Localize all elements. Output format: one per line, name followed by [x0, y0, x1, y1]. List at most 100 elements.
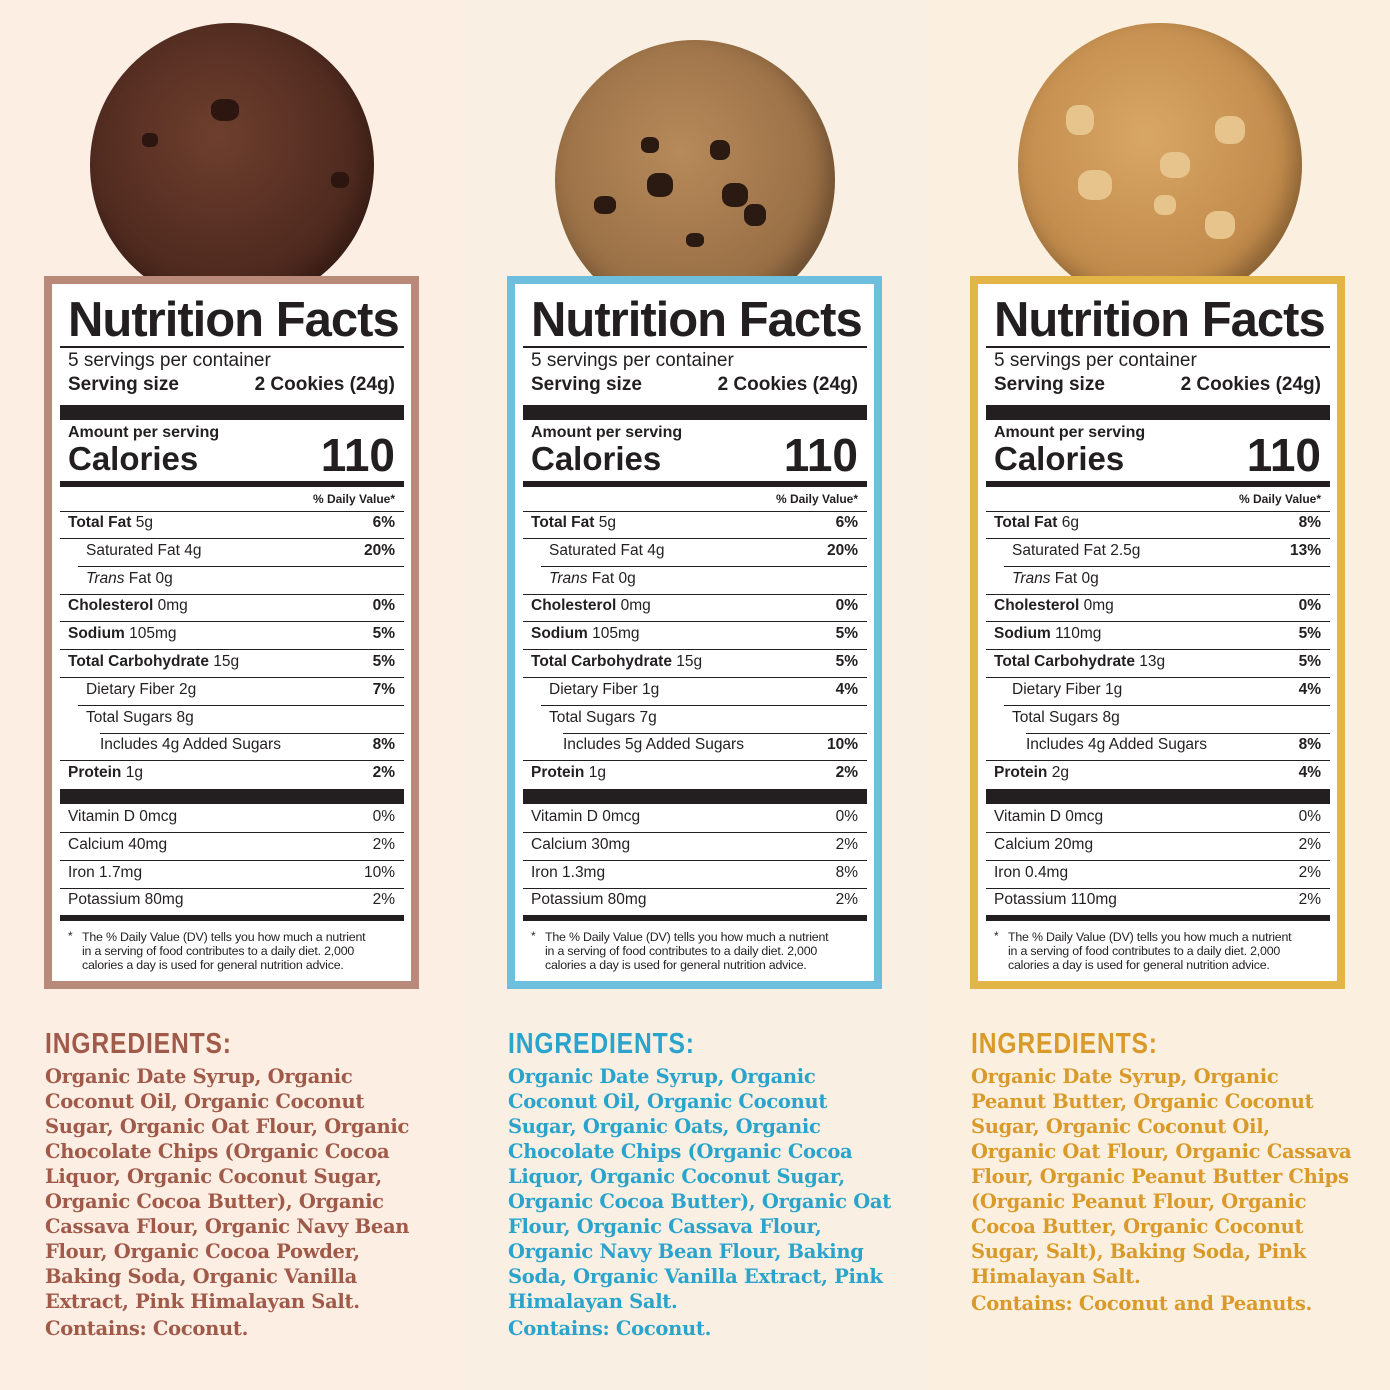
- footnote-line: calories a day is used for general nutri…: [545, 958, 807, 972]
- nutrient-amount: 15g: [213, 653, 240, 670]
- ingredients-line: Flour, Organic Cocoa Powder,: [45, 1240, 360, 1263]
- ingredients-line: Liquor, Organic Coconut Sugar,: [508, 1165, 845, 1188]
- chip: [1160, 152, 1190, 178]
- chip: [211, 99, 239, 121]
- divider: [60, 677, 404, 678]
- nutrient-amount: 4g: [184, 541, 202, 559]
- divider: [60, 511, 404, 512]
- nutrient-name: Total Carbohydrate: [531, 653, 672, 670]
- vitamin-dv: 8%: [835, 863, 858, 881]
- ingredients-list: Organic Date Syrup, Organic Peanut Butter…: [971, 1064, 1352, 1289]
- nutrient-dv: 0%: [835, 597, 858, 615]
- footnote-star: *: [531, 929, 536, 943]
- divider: [60, 621, 404, 623]
- nutrient-row: Includes 4g Added Sugars: [100, 736, 281, 754]
- nutrient-row: Total Sugars 7g: [549, 709, 657, 727]
- nutrient-name: Saturated Fat: [86, 541, 180, 559]
- divider: [523, 405, 867, 420]
- ingredients-line: Liquor, Organic Coconut Sugar,: [45, 1165, 382, 1188]
- nutrition-facts-label: Nutrition Facts 5 servings per container S…: [507, 276, 882, 989]
- nutrient-amount: 0g: [1081, 569, 1099, 587]
- nutrient-row: Total Fat 5g: [531, 514, 616, 532]
- nutrient-dv: 8%: [1298, 736, 1321, 754]
- divider: [1004, 565, 1330, 567]
- vitamin-dv: 2%: [1298, 863, 1321, 881]
- nutrition-facts-label: Nutrition Facts 5 servings per container S…: [44, 276, 419, 989]
- ingredients-heading: INGREDIENTS:: [45, 1028, 232, 1060]
- vitamin-dv: 2%: [1298, 835, 1321, 853]
- nutrient-dv: 13%: [1289, 541, 1321, 559]
- servings-per-container: 5 servings per container: [994, 350, 1197, 371]
- vitamin-name: Calcium 40mg: [68, 835, 168, 853]
- footnote-line: in a serving of food contributes to a da…: [82, 944, 355, 958]
- nutrient-dv: 5%: [835, 625, 858, 643]
- footnote-star: *: [994, 929, 999, 943]
- nutrient-name: Sodium: [68, 625, 125, 643]
- nutrient-name: Total Carbohydrate: [68, 653, 209, 670]
- nutrient-dv: 7%: [372, 680, 395, 698]
- calories-label: Calories: [994, 440, 1125, 477]
- ingredients-line: Organic Cocoa Butter), Organic Oat: [508, 1190, 891, 1213]
- amount-per-serving: Amount per serving: [994, 424, 1146, 441]
- nutrient-name: Cholesterol: [994, 597, 1080, 615]
- nutrient-amount: 0g: [618, 569, 636, 587]
- divider: [523, 511, 867, 512]
- ingredients-line: Organic Date Syrup, Organic: [45, 1065, 353, 1088]
- ingredients-line: Organic Date Syrup, Organic: [508, 1065, 816, 1088]
- footnote-line: calories a day is used for general nutri…: [82, 958, 344, 972]
- nutrient-amount: 1g: [642, 680, 660, 698]
- nutrient-row: Dietary Fiber 1g: [549, 681, 659, 699]
- divider: [986, 915, 1330, 921]
- divider: [1004, 704, 1330, 706]
- nutrient-name: Saturated Fat: [1012, 541, 1106, 559]
- ingredients-line: Himalayan Salt.: [508, 1290, 678, 1313]
- nutrient-dv: 2%: [372, 764, 395, 782]
- vitamin-name: Calcium 30mg: [531, 835, 631, 853]
- nutrient-name: Protein: [531, 764, 585, 782]
- divider: [78, 565, 404, 567]
- divider: [523, 760, 867, 762]
- label-title: Nutrition Facts: [531, 293, 863, 347]
- nutrient-dv: 5%: [1298, 625, 1321, 643]
- chip: [1215, 116, 1245, 144]
- nutrient-row: Total Fat 6g: [994, 514, 1079, 532]
- footnote-line: calories a day is used for general nutri…: [1008, 958, 1270, 972]
- vitamin-dv: 0%: [372, 808, 395, 825]
- nutrient-row: Saturated Fat 4g: [549, 542, 664, 560]
- nutrient-name-suffix: Fat: [591, 569, 615, 587]
- serving-size-label: Serving size: [68, 374, 179, 395]
- divider: [523, 832, 867, 833]
- chip: [142, 133, 158, 147]
- divider: [986, 789, 1330, 804]
- nutrient-name: Trans: [1012, 569, 1051, 587]
- ingredients-list: Organic Date Syrup, Organic Coconut Oil, …: [508, 1064, 891, 1314]
- ingredients-list: Organic Date Syrup, Organic Coconut Oil, …: [45, 1064, 415, 1314]
- nutrient-name: Total Sugars: [549, 708, 636, 726]
- servings-per-container: 5 servings per container: [68, 350, 271, 371]
- nutrient-dv: 4%: [1298, 680, 1321, 698]
- divider: [60, 346, 404, 348]
- nutrient-name: Includes 4g Added Sugars: [100, 736, 281, 754]
- footnote-line: The % Daily Value (DV) tells you how muc…: [545, 930, 829, 944]
- vitamin-name: Vitamin D 0mcg: [531, 808, 641, 825]
- vitamin-name: Potassium 80mg: [68, 891, 184, 909]
- calories-label: Calories: [68, 440, 199, 477]
- vitamin-name: Iron 1.7mg: [68, 863, 143, 881]
- nutrient-name: Includes 5g Added Sugars: [563, 736, 744, 754]
- nutrient-name: Total Fat: [68, 514, 132, 531]
- calories-value: 110: [320, 429, 395, 481]
- divider: [60, 649, 404, 651]
- ingredients-line: Sugar, Organic Coconut Oil,: [971, 1115, 1270, 1138]
- ingredients-line: Soda, Organic Vanilla Extract, Pink: [508, 1265, 883, 1288]
- ingredients-line: Organic Oat Flour, Organic Cassava: [971, 1140, 1352, 1163]
- daily-value-header: % Daily Value*: [312, 492, 395, 506]
- nutrient-amount: 1g: [1105, 680, 1123, 698]
- nutrient-row: Saturated Fat 4g: [86, 542, 201, 560]
- nutrient-row: Total Carbohydrate 13g: [994, 653, 1165, 671]
- vitamin-dv: 2%: [372, 891, 395, 909]
- nutrient-name: Cholesterol: [531, 597, 617, 615]
- nutrient-row: Trans Fat 0g: [1012, 570, 1099, 588]
- footnote-line: in a serving of food contributes to a da…: [1008, 944, 1281, 958]
- nutrient-row: Sodium 105mg: [531, 625, 640, 643]
- divider: [986, 760, 1330, 762]
